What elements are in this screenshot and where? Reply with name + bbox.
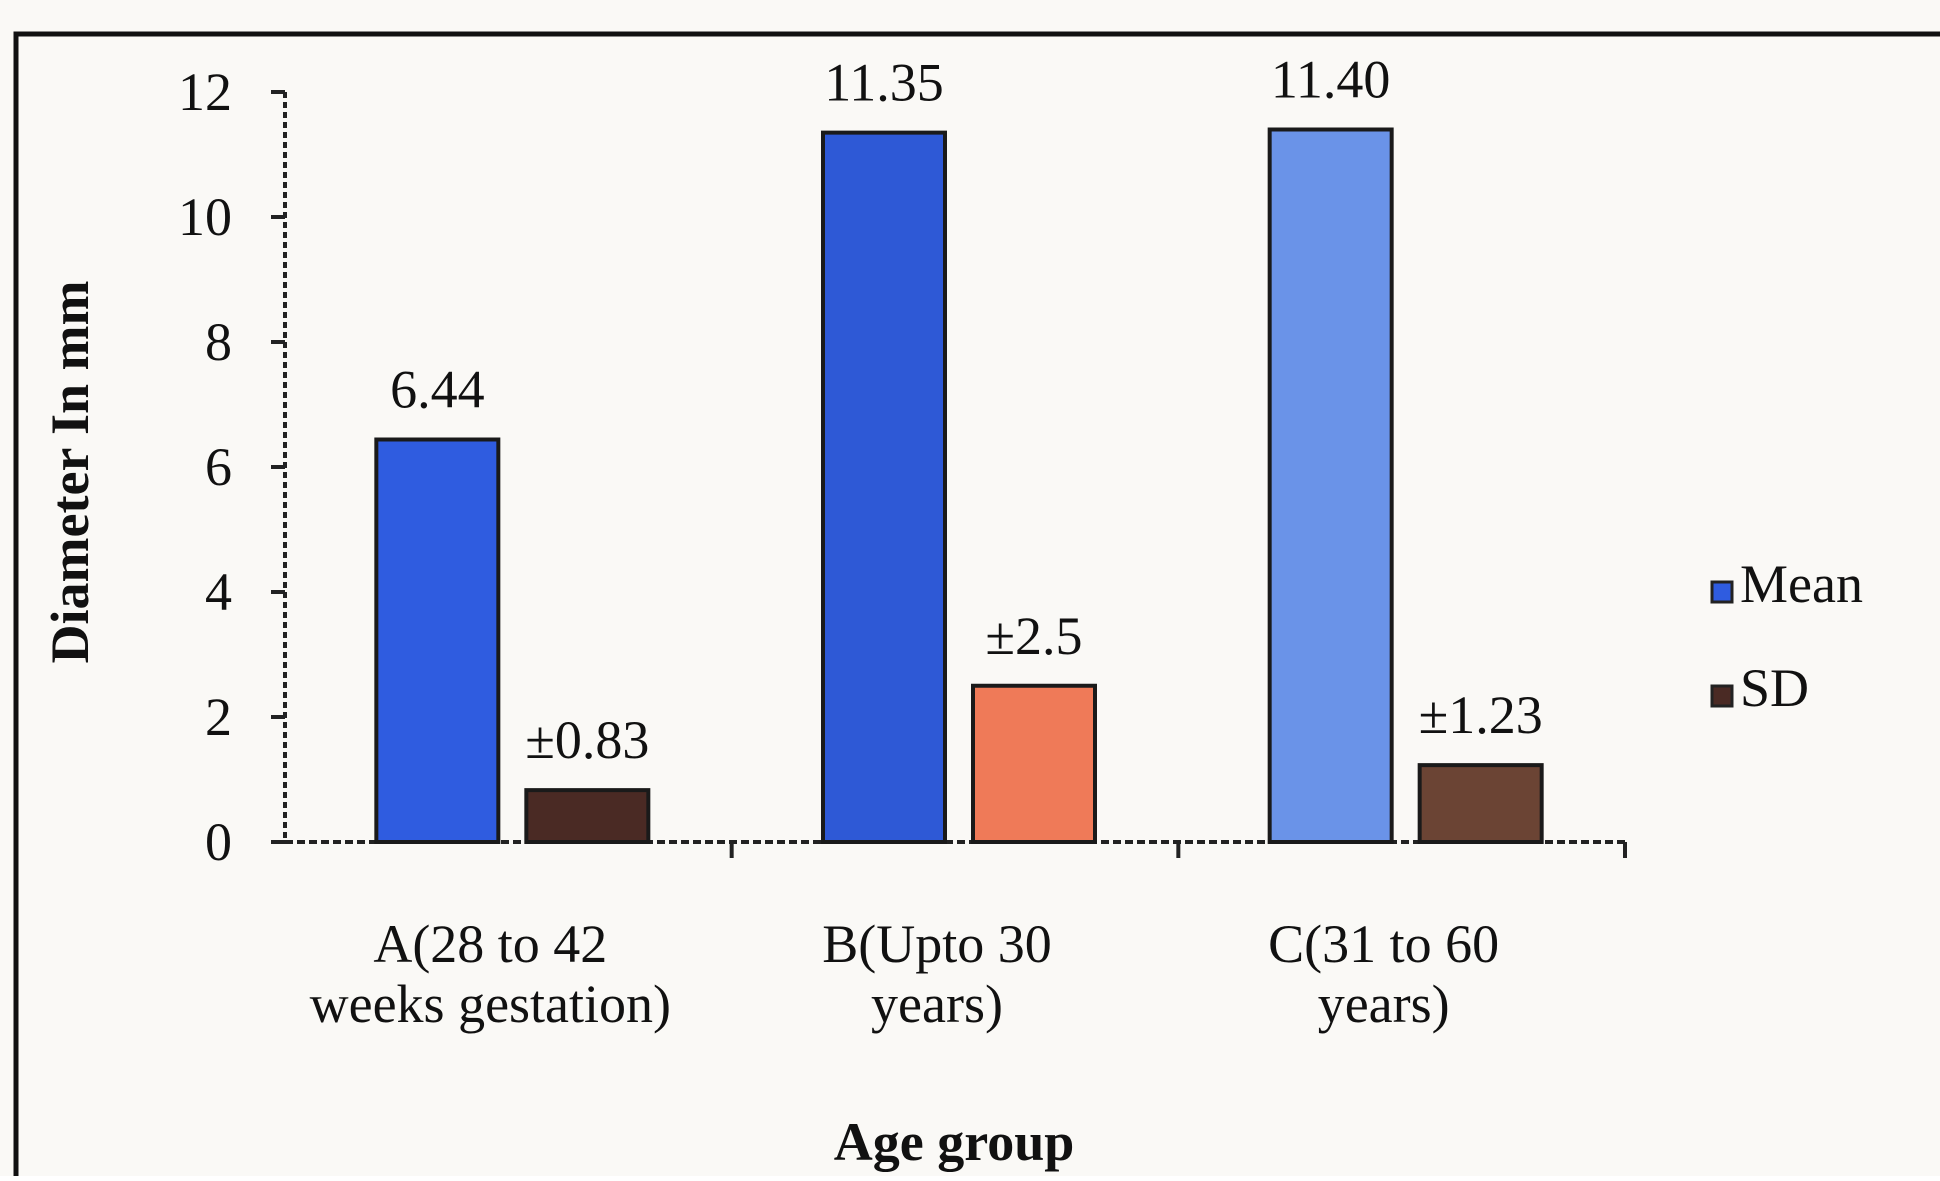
data-label-sd-0: ±0.83 xyxy=(525,710,649,770)
data-label-mean-0: 6.44 xyxy=(390,360,485,420)
bar-sd-1 xyxy=(971,683,1097,844)
bar-mean-1 xyxy=(821,130,947,844)
x-tick-label: A(28 to 42 xyxy=(373,914,607,974)
x-tick-label: B(Upto 30 xyxy=(822,914,1052,974)
y-tick-label: 0 xyxy=(205,812,232,872)
x-tick-label: weeks gestation) xyxy=(310,974,671,1034)
y-tick-label: 2 xyxy=(205,687,232,747)
legend-swatch-sd xyxy=(1710,684,1734,708)
bar-sd-0 xyxy=(524,788,651,844)
y-tick-label: 6 xyxy=(205,437,232,497)
y-axis-title: Diameter In mm xyxy=(40,281,100,664)
data-label-mean-2: 11.40 xyxy=(1271,50,1391,110)
x-tick-label: years) xyxy=(871,974,1003,1034)
y-tick-label: 8 xyxy=(205,312,232,372)
x-axis-title: Age group xyxy=(834,1112,1075,1172)
y-tick-label: 12 xyxy=(178,62,232,122)
legend-swatch-mean xyxy=(1710,580,1734,604)
legend-label-mean: Mean xyxy=(1740,554,1863,614)
data-label-sd-1: ±2.5 xyxy=(985,606,1082,666)
bar-mean-2 xyxy=(1267,127,1394,844)
legend-label-sd: SD xyxy=(1740,658,1809,718)
y-tick-label: 10 xyxy=(178,187,232,247)
x-tick-label: years) xyxy=(1318,974,1450,1034)
chart-border xyxy=(13,31,1940,1181)
x-tick-label: C(31 to 60 xyxy=(1268,914,1499,974)
data-label-mean-1: 11.35 xyxy=(824,53,944,113)
bar-mean-0 xyxy=(374,437,501,844)
bar-sd-2 xyxy=(1417,763,1544,844)
data-label-sd-2: ±1.23 xyxy=(1419,685,1543,745)
y-tick-label: 4 xyxy=(205,562,232,622)
